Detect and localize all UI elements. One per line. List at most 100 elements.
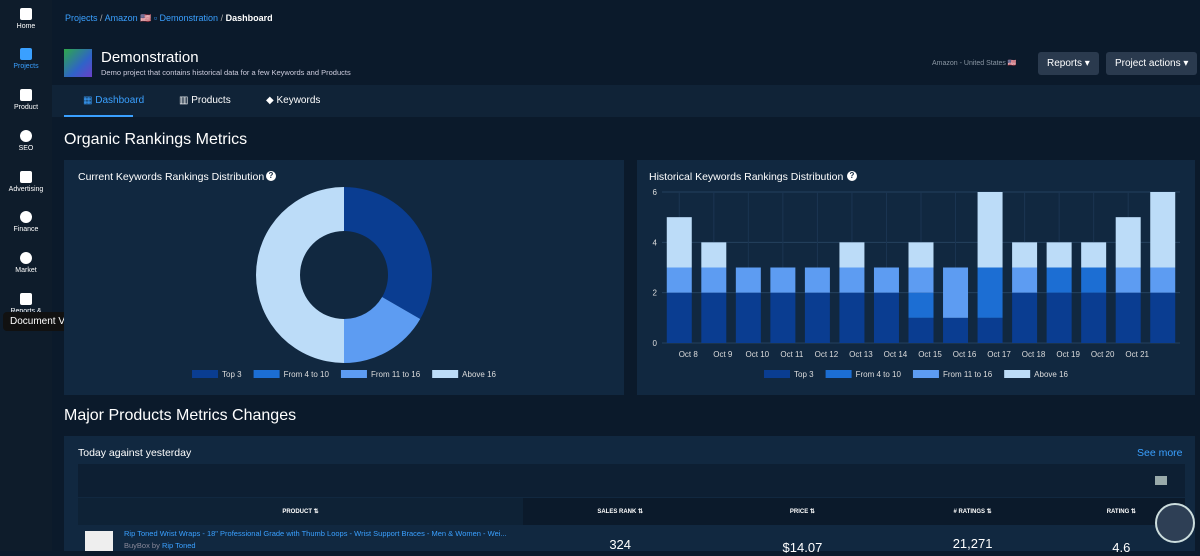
nav-label: Advertising xyxy=(8,186,44,193)
nav-item[interactable]: Home xyxy=(0,8,52,30)
cell: $14.07 xyxy=(782,540,823,555)
nav-label: SEO xyxy=(18,145,34,152)
table-header: PRODUCT ⇅ SALES RANK ⇅ PRICE ⇅ # RATINGS… xyxy=(78,498,1185,525)
bar-segment xyxy=(839,292,865,343)
cell: 21,271 xyxy=(952,536,993,551)
crumb[interactable]: Demonstration xyxy=(159,13,219,23)
bar-segment xyxy=(943,267,969,318)
nav-item[interactable]: Projects xyxy=(0,48,52,70)
bar-segment xyxy=(1046,242,1072,268)
nav-item[interactable]: Advertising xyxy=(0,171,52,193)
nav-item[interactable]: Market xyxy=(0,252,52,274)
buybox: BuyBox by xyxy=(124,541,160,550)
panel-title: Today against yesterday xyxy=(78,447,192,459)
bar-segment xyxy=(1115,217,1141,268)
reports-button[interactable]: Reports ▾ xyxy=(1038,52,1099,75)
legend-swatch xyxy=(1004,370,1031,378)
tab-indicator xyxy=(64,115,133,117)
seller[interactable]: Rip Toned xyxy=(161,541,196,550)
chart-title: Current Keywords Rankings Distribution xyxy=(78,171,265,183)
chat-button[interactable] xyxy=(1155,503,1195,543)
tab[interactable]: ▦ Dashboard xyxy=(83,95,145,106)
bar-segment xyxy=(1046,292,1072,343)
bar-segment xyxy=(1012,267,1038,293)
bar-segment xyxy=(1012,292,1038,343)
bar-segment xyxy=(1046,267,1072,293)
tab-label: Keywords xyxy=(276,95,321,106)
bar-segment xyxy=(1150,292,1176,343)
x-tick-label: Oct 21 xyxy=(1125,350,1149,359)
table-row: Rip Toned Wrist Wraps - 18" Professional… xyxy=(78,525,1185,556)
section-title: Organic Rankings Metrics xyxy=(64,131,248,148)
bar-segment xyxy=(873,267,899,293)
nav-item[interactable]: Product xyxy=(0,89,52,111)
bar-segment xyxy=(1081,267,1107,293)
tab-label: Products xyxy=(191,95,231,106)
column-header[interactable]: # RATINGS ⇅ xyxy=(887,498,1058,525)
bar-segment xyxy=(701,267,727,293)
nav-label: Reports & xyxy=(10,308,41,315)
nav-label: Finance xyxy=(13,226,39,233)
y-tick-label: 6 xyxy=(653,188,658,197)
bar-segment xyxy=(666,292,692,343)
x-tick-label: Oct 8 xyxy=(679,350,699,359)
column-header[interactable]: PRICE ⇅ xyxy=(717,498,888,525)
bar-segment xyxy=(908,242,934,268)
y-tick-label: 2 xyxy=(653,289,658,298)
bar-segment xyxy=(1150,192,1176,268)
chart-title: Historical Keywords Rankings Distributio… xyxy=(649,171,844,183)
bar-segment xyxy=(943,317,969,343)
x-tick-label: Oct 18 xyxy=(1022,350,1046,359)
actions-button[interactable]: Project actions ▾ xyxy=(1106,52,1198,75)
legend-label: Top 3 xyxy=(222,370,242,379)
bar-segment xyxy=(977,192,1003,268)
bar-segment xyxy=(873,292,899,343)
columns-icon[interactable] xyxy=(1155,476,1167,485)
crumb[interactable]: Amazon 🇺🇸 xyxy=(104,13,152,23)
bar-segment xyxy=(701,242,727,268)
bar-segment xyxy=(735,267,761,293)
column-header[interactable]: PRODUCT ⇅ xyxy=(282,509,319,515)
button-label: Project actions xyxy=(1115,58,1181,69)
legend-swatch xyxy=(825,370,852,378)
donut-chart: Top 3 From 4 to 10 From 11 to 16 Above 16 xyxy=(192,187,497,379)
tab[interactable]: ▥ Products xyxy=(179,95,231,106)
nav-item[interactable]: Reports & xyxy=(0,293,52,315)
bar-segment xyxy=(1115,267,1141,293)
help-icon[interactable]: ? xyxy=(847,171,857,181)
bar-segment xyxy=(666,217,692,268)
x-tick-label: Oct 11 xyxy=(780,350,804,359)
x-tick-label: Oct 19 xyxy=(1056,350,1080,359)
pie-slice xyxy=(344,297,421,363)
y-tick-label: 0 xyxy=(653,339,658,348)
nav-label: Projects xyxy=(13,63,39,70)
product-name[interactable]: Rip Toned Wrist Wraps - 18" Professional… xyxy=(124,529,507,538)
table-toolbar xyxy=(78,464,1185,497)
project-title: Demonstration xyxy=(101,49,199,66)
legend-label: From 11 to 16 xyxy=(371,370,421,379)
help-icon[interactable]: ? xyxy=(266,171,276,181)
x-tick-label: Oct 13 xyxy=(849,350,873,359)
bar-segment xyxy=(701,292,727,343)
bar-segment xyxy=(666,267,692,293)
see-more[interactable]: See more xyxy=(1137,447,1183,459)
x-tick-label: Oct 9 xyxy=(713,350,733,359)
bar-segment xyxy=(839,267,865,293)
products-table: PRODUCT ⇅ SALES RANK ⇅ PRICE ⇅ # RATINGS… xyxy=(78,498,1185,556)
nav-item[interactable]: Finance xyxy=(0,211,52,233)
section-title: Major Products Metrics Changes xyxy=(64,407,297,424)
tab[interactable]: ◆ Keywords xyxy=(266,95,321,106)
bar-segment xyxy=(908,317,934,343)
bar-segment xyxy=(1115,292,1141,343)
bar-segment xyxy=(977,317,1003,343)
nav-item[interactable]: SEO xyxy=(0,130,52,152)
column-header[interactable]: SALES RANK ⇅ xyxy=(523,498,718,525)
crumb: Dashboard xyxy=(225,13,273,23)
x-tick-label: Oct 14 xyxy=(884,350,908,359)
bar-segment xyxy=(804,292,830,343)
nav-label: Home xyxy=(16,23,36,30)
legend-swatch xyxy=(912,370,939,378)
chart-panel: Historical Keywords Rankings Distributio… xyxy=(637,160,1195,395)
bar-segment xyxy=(735,292,761,343)
crumb[interactable]: Projects xyxy=(65,13,98,23)
